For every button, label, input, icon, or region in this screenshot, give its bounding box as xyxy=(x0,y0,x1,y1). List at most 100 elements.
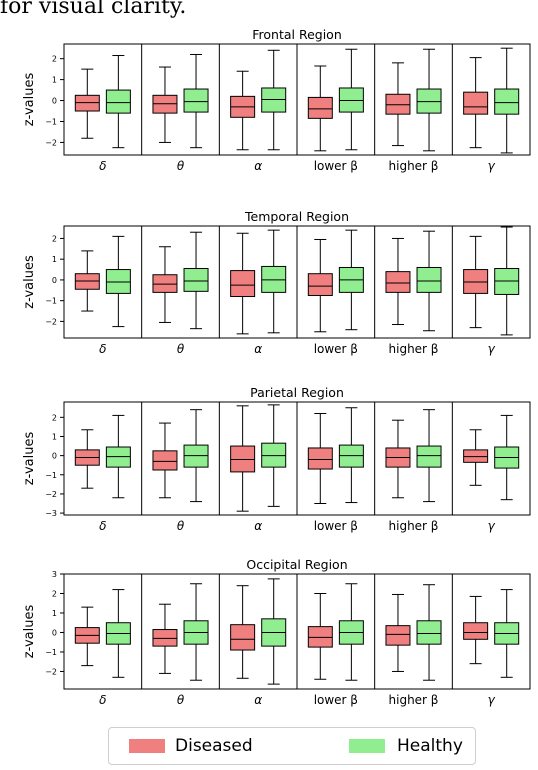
box-iqr xyxy=(152,274,178,293)
box-iqr xyxy=(416,266,442,293)
box-healthy xyxy=(183,583,209,681)
box-iqr xyxy=(307,447,333,470)
box-healthy xyxy=(183,53,209,149)
box-diseased xyxy=(385,237,411,326)
box-diseased xyxy=(307,412,333,505)
x-tick-label: δ xyxy=(99,159,106,173)
y-tick-label: −1 xyxy=(45,117,57,126)
box-iqr xyxy=(152,450,178,471)
y-tick-label: −1 xyxy=(45,297,57,306)
box-diseased xyxy=(307,238,333,333)
box-iqr xyxy=(416,88,442,114)
box-healthy xyxy=(416,48,442,152)
x-tick-label: δ xyxy=(99,342,106,356)
y-tick-label: 1 xyxy=(52,609,57,618)
panel-title: Parietal Region xyxy=(250,385,344,400)
y-tick-label: 1 xyxy=(52,76,57,85)
y-tick-label: 0 xyxy=(52,276,57,285)
box-diseased xyxy=(74,429,100,489)
box-iqr xyxy=(105,269,131,294)
box-iqr xyxy=(463,269,489,294)
x-tick-label: δ xyxy=(99,519,106,533)
x-tick-label: α xyxy=(254,159,262,173)
box-iqr xyxy=(261,265,287,293)
y-tick-label: −2 xyxy=(45,138,57,147)
box-diseased xyxy=(463,429,489,486)
x-tick-label: higher β xyxy=(389,519,439,533)
box-iqr xyxy=(230,270,256,298)
box-diseased xyxy=(385,419,411,499)
panel-1: Frontal Region z-values −2 −1 0 1 2 δ θ α lower β h… xyxy=(22,27,531,173)
box-healthy xyxy=(261,49,287,151)
legend-swatch-healthy xyxy=(349,739,385,753)
box-iqr xyxy=(152,94,178,114)
y-tick-label: 0 xyxy=(52,97,57,106)
x-tick-label: higher β xyxy=(389,342,439,356)
panel-frame xyxy=(63,225,531,339)
x-tick-label: δ xyxy=(99,693,106,707)
box-healthy xyxy=(183,409,209,503)
box-healthy xyxy=(494,47,520,154)
box-healthy xyxy=(494,226,520,336)
boxplot-figure: Frontal Region z-values −2 −1 0 1 2 δ θ α lower β h… xyxy=(22,27,531,707)
box-healthy xyxy=(338,583,364,681)
legend-label-diseased: Diseased xyxy=(175,736,253,756)
box-iqr xyxy=(385,625,411,646)
box-diseased xyxy=(152,603,178,674)
box-iqr xyxy=(385,271,411,293)
box-diseased xyxy=(152,66,178,143)
box-healthy xyxy=(338,48,364,151)
legend-swatch-diseased xyxy=(129,739,165,753)
box-iqr xyxy=(230,624,256,651)
box-diseased xyxy=(74,606,100,667)
box-healthy xyxy=(416,230,442,332)
box-diseased xyxy=(152,422,178,499)
y-tick-label: 2 xyxy=(52,234,57,243)
y-axis-label: z-values xyxy=(22,432,37,486)
box-diseased xyxy=(463,235,489,329)
x-tick-label: θ xyxy=(177,693,185,707)
box-diseased xyxy=(307,65,333,152)
legend-label-healthy: Healthy xyxy=(397,736,463,756)
box-iqr xyxy=(183,268,209,292)
x-tick-label: γ xyxy=(488,342,496,356)
box-diseased xyxy=(463,595,489,665)
box-iqr xyxy=(494,88,520,115)
box-diseased xyxy=(230,70,256,151)
legend: Diseased Healthy xyxy=(108,727,476,765)
x-tick-label: θ xyxy=(177,159,185,173)
box-iqr xyxy=(74,94,100,112)
x-tick-label: α xyxy=(254,693,262,707)
box-iqr xyxy=(416,620,442,645)
y-axis-label: z-values xyxy=(22,605,37,659)
box-iqr xyxy=(338,87,364,113)
box-healthy xyxy=(261,404,287,507)
caption-text: for visual clarity. xyxy=(0,0,187,19)
box-healthy xyxy=(105,235,131,328)
box-healthy xyxy=(416,409,442,503)
box-healthy xyxy=(105,589,131,678)
panel-title: Temporal Region xyxy=(244,209,349,224)
panel-2: Temporal Region z-values −2 −1 0 1 2 δ θ α lower β… xyxy=(22,209,531,356)
box-diseased xyxy=(230,232,256,335)
panel-4: Occipital Region z-values −2 −1 0 1 2 3 δ θ α lower… xyxy=(22,557,531,707)
x-tick-label: lower β xyxy=(314,693,358,707)
x-tick-label: θ xyxy=(177,519,185,533)
y-tick-label: −2 xyxy=(45,667,57,676)
box-iqr xyxy=(183,88,209,113)
box-healthy xyxy=(105,55,131,149)
y-tick-label: −2 xyxy=(45,317,57,326)
box-healthy xyxy=(183,231,209,330)
box-iqr xyxy=(307,96,333,119)
y-axis-label: z-values xyxy=(22,255,37,309)
y-axis-label: z-values xyxy=(22,73,37,127)
box-diseased xyxy=(463,57,489,149)
box-healthy xyxy=(338,229,364,331)
y-tick-label: 2 xyxy=(52,589,57,598)
box-healthy xyxy=(338,407,364,504)
box-diseased xyxy=(230,585,256,679)
x-tick-label: lower β xyxy=(314,159,358,173)
x-tick-label: α xyxy=(254,342,262,356)
box-diseased xyxy=(385,593,411,672)
box-healthy xyxy=(261,578,287,685)
